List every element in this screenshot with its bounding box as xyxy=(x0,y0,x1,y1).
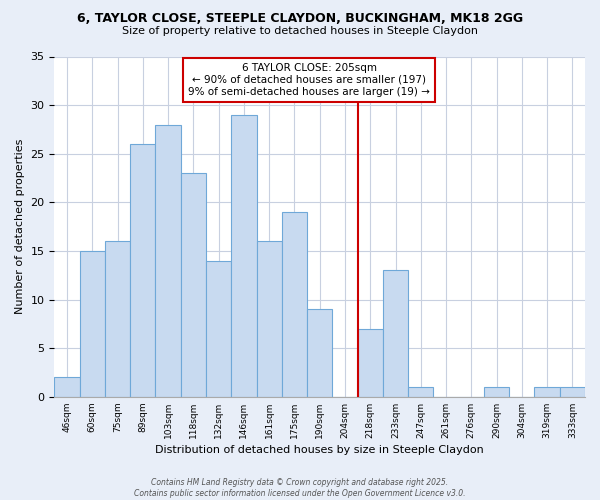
Bar xyxy=(231,115,257,397)
Bar xyxy=(257,241,282,397)
Bar xyxy=(560,387,585,397)
X-axis label: Distribution of detached houses by size in Steeple Claydon: Distribution of detached houses by size … xyxy=(155,445,484,455)
Text: Contains HM Land Registry data © Crown copyright and database right 2025.
Contai: Contains HM Land Registry data © Crown c… xyxy=(134,478,466,498)
Bar xyxy=(80,251,105,397)
Bar xyxy=(55,378,80,397)
Bar xyxy=(130,144,155,397)
Text: 6 TAYLOR CLOSE: 205sqm
← 90% of detached houses are smaller (197)
9% of semi-det: 6 TAYLOR CLOSE: 205sqm ← 90% of detached… xyxy=(188,64,430,96)
Bar xyxy=(535,387,560,397)
Bar xyxy=(484,387,509,397)
Bar xyxy=(181,173,206,397)
Bar xyxy=(358,329,383,397)
Bar xyxy=(282,212,307,397)
Bar xyxy=(206,260,231,397)
Y-axis label: Number of detached properties: Number of detached properties xyxy=(15,139,25,314)
Bar xyxy=(105,241,130,397)
Bar xyxy=(307,310,332,397)
Text: 6, TAYLOR CLOSE, STEEPLE CLAYDON, BUCKINGHAM, MK18 2GG: 6, TAYLOR CLOSE, STEEPLE CLAYDON, BUCKIN… xyxy=(77,12,523,26)
Bar xyxy=(408,387,433,397)
Bar xyxy=(383,270,408,397)
Text: Size of property relative to detached houses in Steeple Claydon: Size of property relative to detached ho… xyxy=(122,26,478,36)
Bar xyxy=(155,124,181,397)
